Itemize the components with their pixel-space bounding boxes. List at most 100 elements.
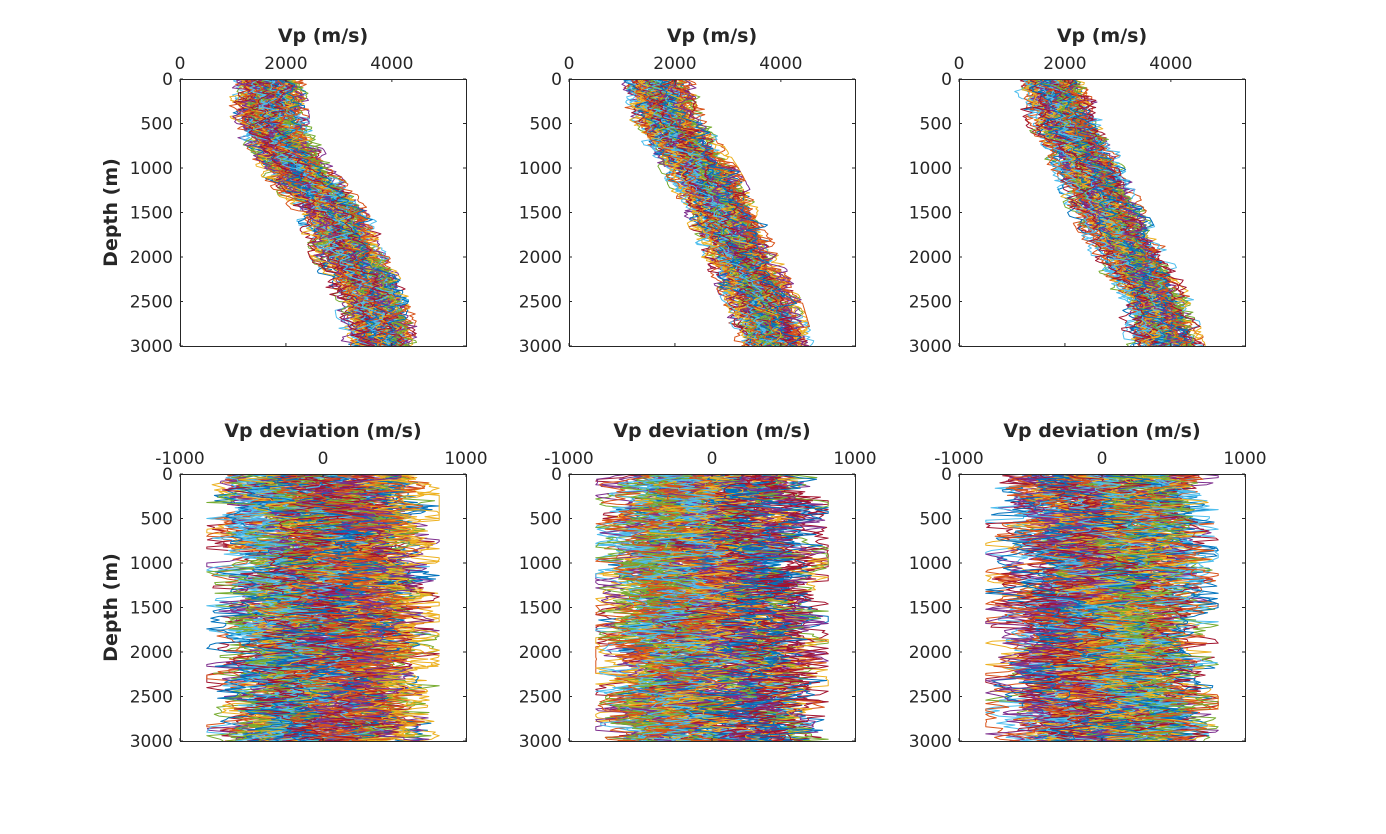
y-tick-label: 1500 — [519, 599, 562, 619]
trace-line — [595, 474, 717, 741]
y-tick-label: 0 — [941, 465, 952, 485]
trace-line — [631, 79, 762, 346]
x-tick-label: 1000 — [833, 449, 876, 469]
trace-line — [1035, 79, 1172, 346]
y-tick-label: 3000 — [909, 732, 952, 752]
trace-line — [659, 79, 802, 346]
trace-line — [595, 474, 697, 741]
y-tick-label: 1000 — [909, 159, 952, 179]
x-tick-label: 2000 — [653, 54, 696, 74]
trace-line — [1030, 79, 1170, 346]
trace-line — [1019, 474, 1139, 741]
trace-line — [278, 79, 409, 346]
y-tick-label: 2500 — [519, 293, 562, 313]
x-axis-title: Vp (m/s) — [667, 25, 757, 47]
y-tick-label: 3000 — [909, 337, 952, 357]
trace-line — [1112, 474, 1219, 741]
y-tick-label: 1000 — [519, 554, 562, 574]
trace-group — [621, 79, 815, 346]
trace-group — [1014, 79, 1206, 346]
x-tick-label: 2000 — [264, 54, 307, 74]
trace-line — [1023, 79, 1151, 346]
y-tick-label: 3000 — [519, 732, 562, 752]
trace-line — [255, 474, 398, 741]
trace-line — [233, 474, 364, 741]
trace-line — [985, 474, 1111, 741]
x-tick-label: 0 — [318, 449, 329, 469]
trace-line — [649, 79, 794, 346]
y-tick-label: 500 — [920, 510, 952, 530]
trace-line — [282, 79, 409, 346]
trace-line — [703, 474, 829, 741]
y-tick-label: 500 — [530, 115, 562, 135]
trace-line — [1072, 474, 1216, 741]
trace-line — [241, 474, 375, 741]
y-tick-label: 500 — [530, 510, 562, 530]
y-tick-label: 3000 — [130, 732, 173, 752]
x-axis-title: Vp (m/s) — [278, 25, 368, 47]
x-tick-label: 0 — [564, 54, 575, 74]
y-tick-label: 2000 — [909, 248, 952, 268]
x-tick-label: -1000 — [155, 449, 204, 469]
trace-line — [1086, 474, 1196, 741]
trace-line — [1049, 79, 1190, 346]
y-tick-label: 1500 — [519, 204, 562, 224]
trace-line — [646, 79, 809, 346]
y-tick-label: 2500 — [909, 688, 952, 708]
y-tick-label: 500 — [141, 115, 173, 135]
y-tick-label: 1000 — [130, 159, 173, 179]
trace-line — [595, 474, 684, 741]
y-tick-label: 500 — [141, 510, 173, 530]
trace-line — [722, 474, 828, 741]
y-tick-label: 0 — [941, 70, 952, 90]
x-tick-label: -1000 — [544, 449, 593, 469]
y-tick-label: 2000 — [519, 248, 562, 268]
trace-line — [1011, 474, 1141, 741]
trace-line — [258, 79, 396, 346]
trace-line — [1062, 79, 1191, 346]
y-tick-label: 2000 — [130, 248, 173, 268]
trace-line — [206, 474, 317, 741]
y-tick-label: 2500 — [909, 293, 952, 313]
y-axis-title: Depth (m) — [100, 158, 122, 267]
x-tick-label: 4000 — [759, 54, 802, 74]
trace-line — [1062, 474, 1175, 741]
x-axis-title: Vp deviation (m/s) — [224, 420, 421, 442]
y-tick-label: 1000 — [130, 554, 173, 574]
y-tick-label: 1500 — [130, 599, 173, 619]
x-tick-label: 1000 — [444, 449, 487, 469]
trace-line — [269, 79, 410, 346]
trace-line — [1080, 474, 1213, 741]
trace-line — [224, 474, 317, 741]
y-tick-label: 1500 — [909, 204, 952, 224]
trace-line — [246, 474, 385, 741]
trace-line — [662, 79, 787, 346]
trace-line — [232, 79, 379, 346]
trace-line — [985, 474, 1136, 741]
trace-line — [244, 79, 386, 346]
y-tick-label: 0 — [162, 70, 173, 90]
trace-line — [229, 79, 366, 346]
y-tick-label: 1500 — [130, 204, 173, 224]
trace-line — [218, 474, 330, 741]
y-tick-label: 500 — [920, 115, 952, 135]
trace-line — [248, 79, 376, 346]
trace-line — [237, 79, 373, 346]
trace-line — [672, 79, 809, 346]
trace-group — [206, 474, 440, 741]
trace-line — [245, 474, 384, 741]
y-tick-label: 3000 — [519, 337, 562, 357]
trace-line — [1103, 474, 1219, 741]
y-tick-label: 2000 — [130, 643, 173, 663]
x-axis-title: Vp deviation (m/s) — [613, 420, 810, 442]
x-tick-label: 0 — [707, 449, 718, 469]
panel-r1c3: 0 2000 4000 0 500 1000 1500 2000 2500 3000 Vp (m/s… — [909, 25, 1246, 357]
trace-line — [631, 79, 766, 346]
trace-group — [595, 474, 829, 741]
y-tick-label: 1000 — [519, 159, 562, 179]
y-tick-label: 2500 — [130, 688, 173, 708]
trace-line — [1028, 79, 1176, 346]
panel-r1c1: 0 2000 4000 0 500 1000 1500 2000 2500 3000 Vp (m/s… — [100, 25, 467, 357]
